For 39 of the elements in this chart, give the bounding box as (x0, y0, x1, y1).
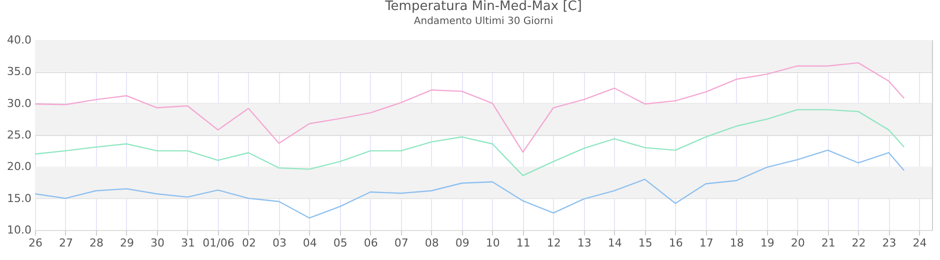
y-tick-label: 40.0 (7, 34, 32, 46)
y-tick-label: 35.0 (7, 65, 32, 78)
x-tick-label: 21 (821, 236, 836, 250)
y-tick-label: 30.0 (7, 96, 32, 110)
x-tick-label: 08 (424, 236, 439, 250)
x-tick-label: 23 (882, 236, 896, 250)
x-tick-label: 27 (58, 236, 73, 250)
x-tick-label: 26 (28, 236, 42, 250)
y-tick-label: 10.0 (7, 224, 32, 236)
x-tick-label: 16 (668, 236, 683, 250)
chart-subtitle: Andamento Ultimi 30 Giorni (414, 16, 554, 27)
x-tick-label: 17 (699, 236, 714, 250)
y-tick-label: 15.0 (7, 192, 32, 205)
x-tick-label: 20 (790, 236, 805, 250)
x-tick-label: 24 (912, 236, 927, 250)
y-tick-label: 20.0 (7, 160, 32, 174)
x-tick-label: 31 (180, 236, 195, 250)
x-tick-label: 06 (364, 236, 378, 250)
x-tick-label: 12 (546, 236, 561, 250)
x-tick-label: 13 (577, 236, 592, 250)
x-tick-label: 05 (333, 236, 348, 250)
x-tick-label: 11 (516, 236, 530, 250)
chart-title: Temperatura Min-Med-Max [C] (384, 0, 582, 14)
y-tick-label: 25.0 (7, 128, 32, 142)
x-tick-label: 19 (760, 236, 774, 250)
x-tick-label: 22 (852, 236, 866, 250)
x-tick-label: 09 (455, 236, 470, 250)
x-tick-label: 10 (486, 236, 500, 250)
x-tick-label: 02 (242, 236, 256, 250)
x-tick-label: 01/06 (202, 236, 234, 250)
x-tick-label: 30 (150, 236, 164, 250)
x-tick-label: 04 (302, 236, 317, 250)
x-tick-label: 29 (120, 236, 134, 250)
x-tick-label: 07 (394, 236, 408, 250)
x-tick-label: 03 (272, 236, 286, 250)
x-tick-label: 14 (608, 236, 622, 250)
x-tick-label: 18 (730, 236, 744, 250)
x-tick-label: 28 (89, 236, 104, 250)
x-tick-label: 15 (638, 236, 652, 250)
